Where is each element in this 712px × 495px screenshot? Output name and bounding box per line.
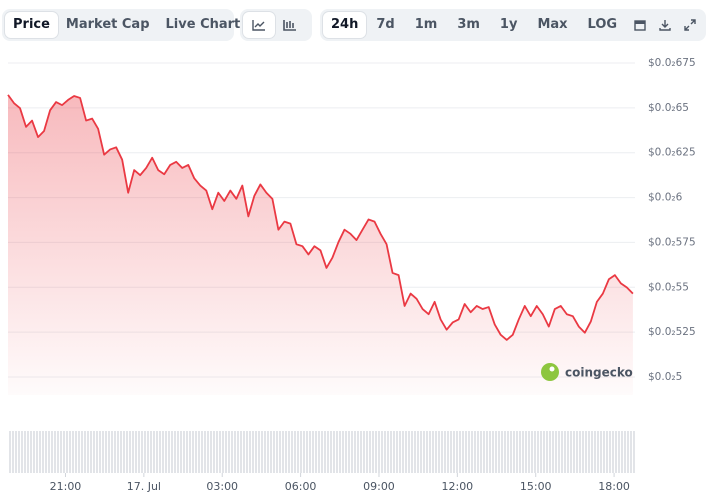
x-tick-label: 12:00: [441, 480, 473, 493]
x-tick-label: 03:00: [206, 480, 238, 493]
line-chart-button[interactable]: [243, 12, 275, 38]
price-area: [8, 94, 633, 395]
range-button[interactable]: 1m: [414, 17, 438, 32]
download-icon: [659, 20, 671, 31]
candle-icon: [283, 20, 296, 31]
expand-button[interactable]: [678, 12, 703, 38]
range-button[interactable]: 24h: [323, 12, 367, 38]
y-tick-label: $0.0₂675: [648, 57, 696, 69]
x-tick-label: 17. Jul: [127, 480, 161, 493]
y-tick-label: $0.0₂6: [648, 192, 683, 204]
tab-button[interactable]: Price: [5, 12, 58, 38]
calendar-icon: [634, 20, 646, 31]
range-button[interactable]: 1y: [499, 17, 518, 32]
y-tick-label: $0.0₂5: [648, 371, 682, 383]
x-tick-label: 18:00: [598, 480, 630, 493]
watermark: coingecko: [541, 363, 633, 381]
tab-group: Price Market Cap Live Chart: [2, 9, 257, 41]
range-button[interactable]: LOG: [587, 17, 618, 32]
tab-button[interactable]: Market Cap: [65, 17, 150, 32]
y-tick-label: $0.0₂525: [648, 326, 696, 338]
price-line: [7, 94, 634, 341]
tab-label: Live Chart: [165, 17, 241, 32]
range-button[interactable]: Max: [537, 17, 568, 32]
x-tick-label: 09:00: [363, 480, 395, 493]
volume-band: [8, 431, 635, 473]
y-tick-label: $0.0₂65: [648, 102, 689, 114]
chart-kind-group: [240, 9, 312, 41]
y-tick-label: $0.0₂625: [648, 147, 696, 159]
download-button[interactable]: [652, 12, 677, 38]
candle-chart-button[interactable]: [275, 12, 305, 38]
range-group: 24h 7d 1m 3m 1y Max LOG: [320, 9, 706, 41]
line-icon: [252, 20, 265, 31]
watermark-text: coingecko: [565, 366, 633, 380]
y-tick-label: $0.0₂55: [648, 281, 689, 293]
expand-icon: [684, 19, 697, 31]
range-button[interactable]: 3m: [457, 17, 480, 32]
chart: coingecko $0.0₂5 $0.0₂525 $0.0₂55 $0.0₂575 $…: [7, 57, 696, 493]
x-tick-label: 15:00: [520, 480, 552, 493]
calendar-button[interactable]: [627, 12, 652, 38]
y-tick-label: $0.0₂575: [648, 236, 696, 248]
range-button[interactable]: 7d: [376, 17, 395, 32]
x-tick-label: 06:00: [285, 480, 317, 493]
x-tick-label: 21:00: [50, 480, 82, 493]
